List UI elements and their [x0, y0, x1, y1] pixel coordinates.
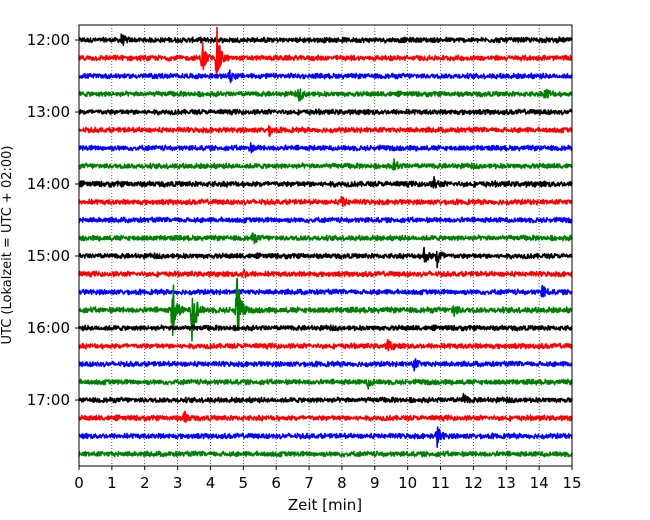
- trace-row: [78, 277, 573, 342]
- trace-row: [78, 195, 573, 208]
- x-tick-label: 13: [497, 474, 516, 492]
- trace-row: [78, 69, 573, 84]
- y-tick-label: 17:00: [27, 391, 70, 409]
- trace-row: [78, 378, 573, 390]
- trace-row: [78, 232, 573, 245]
- trace-row: [78, 324, 573, 332]
- trace-row: [78, 108, 573, 116]
- seismic-traces: [78, 26, 573, 458]
- y-tick-label: 14:00: [27, 175, 70, 193]
- y-tick-label: 16:00: [27, 319, 70, 337]
- x-tick-label: 14: [530, 474, 549, 492]
- x-tick-label: 2: [140, 474, 150, 492]
- x-axis-label: Zeit [min]: [288, 496, 362, 514]
- trace-row: [78, 142, 573, 154]
- trace-row: [78, 358, 573, 372]
- x-tick-label: 11: [431, 474, 450, 492]
- x-tick-label: 1: [107, 474, 117, 492]
- x-axis-ticks: 0 1 2 3 4 5 6 7 8 9 10 11 12 13 14 15: [74, 466, 582, 492]
- trace-row: [78, 284, 573, 298]
- trace-row: [78, 246, 573, 269]
- x-tick-label: 6: [271, 474, 281, 492]
- x-tick-label: 12: [464, 474, 483, 492]
- trace-row: [78, 450, 573, 458]
- x-tick-label: 4: [206, 474, 216, 492]
- trace-row: [78, 125, 573, 137]
- trace-row: [78, 88, 573, 102]
- x-tick-label: 7: [304, 474, 314, 492]
- y-tick-label: 13:00: [27, 103, 70, 121]
- x-tick-label: 9: [370, 474, 380, 492]
- x-tick-label: 3: [173, 474, 183, 492]
- trace-row: [78, 158, 573, 171]
- trace-row: [78, 269, 573, 279]
- trace-row: [78, 410, 573, 423]
- trace-row: [78, 216, 573, 224]
- y-axis-ticks: 12:00 13:00 14:00 15:00 16:00 17:00: [27, 31, 79, 409]
- trace-row: [78, 426, 573, 448]
- trace-row: [78, 33, 573, 47]
- trace-row: [78, 26, 573, 75]
- y-axis-label: UTC (Lokalzeit = UTC + 02:00): [0, 146, 15, 345]
- y-tick-label: 15:00: [27, 247, 70, 265]
- y-tick-label: 12:00: [27, 31, 70, 49]
- x-tick-label: 10: [398, 474, 417, 492]
- trace-row: [78, 338, 573, 352]
- x-tick-label: 8: [337, 474, 347, 492]
- trace-row: [78, 392, 573, 404]
- x-tick-label: 15: [562, 474, 581, 492]
- plot-frame: [78, 24, 573, 467]
- x-tick-label: 5: [239, 474, 249, 492]
- x-tick-label: 0: [74, 474, 84, 492]
- trace-row: [78, 176, 573, 189]
